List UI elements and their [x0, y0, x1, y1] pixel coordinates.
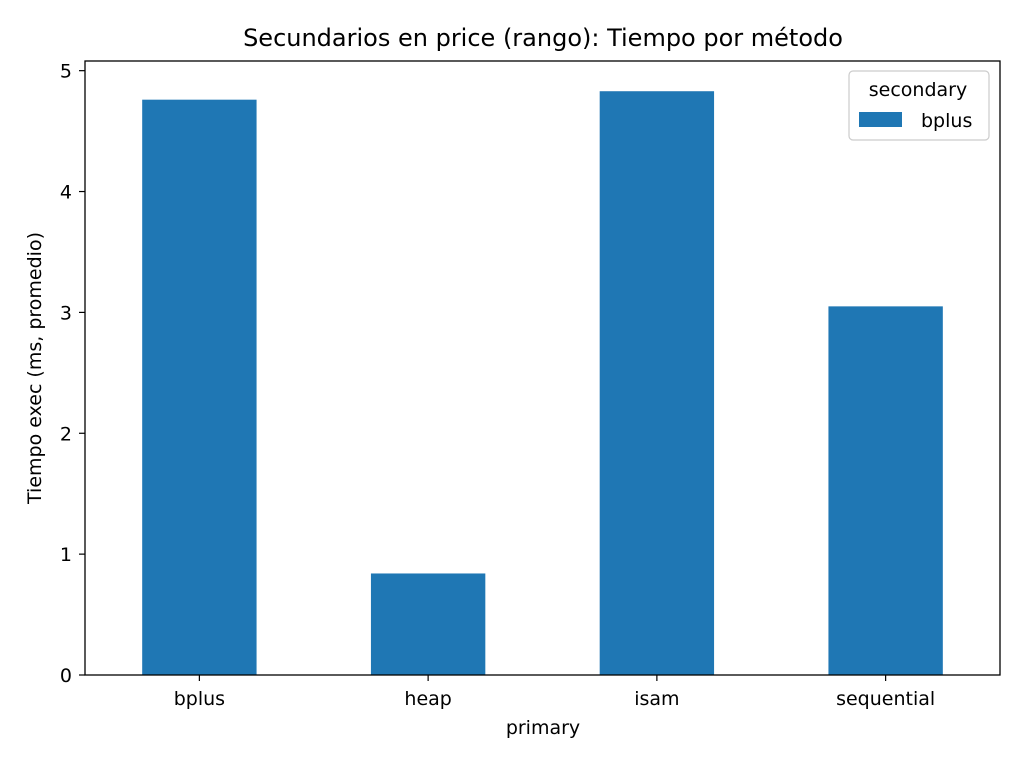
y-tick-label: 0: [60, 665, 72, 687]
bar-sequential: [828, 306, 943, 675]
x-axis-ticks: bplus heap isam sequential: [174, 675, 935, 710]
x-axis-label: primary: [506, 717, 580, 739]
legend-entry-label: bplus: [921, 110, 972, 132]
x-tick-label: sequential: [836, 688, 935, 710]
x-tick-label: heap: [404, 688, 451, 710]
y-tick-label: 4: [60, 182, 72, 204]
y-tick-label: 3: [60, 302, 72, 324]
y-tick-label: 1: [60, 544, 72, 566]
bar-bplus: [142, 99, 257, 676]
bar-isam: [599, 91, 715, 676]
bar-heap: [370, 573, 486, 675]
bars-group: [142, 91, 943, 676]
legend-swatch: [859, 112, 902, 127]
y-axis-label: Tiempo exec (ms, promedio): [24, 232, 46, 505]
plot-area-frame: [84, 60, 1001, 676]
y-tick-label: 5: [60, 61, 72, 83]
y-axis-ticks: 0 1 2 3 4 5: [60, 61, 85, 687]
x-tick-label: isam: [634, 688, 679, 710]
chart-title: Secundarios en price (rango): Tiempo por…: [243, 24, 843, 52]
y-tick-label: 2: [60, 423, 72, 445]
legend: secondary bplus: [848, 70, 990, 141]
x-tick-label: bplus: [174, 688, 225, 710]
legend-title: secondary: [869, 79, 967, 101]
